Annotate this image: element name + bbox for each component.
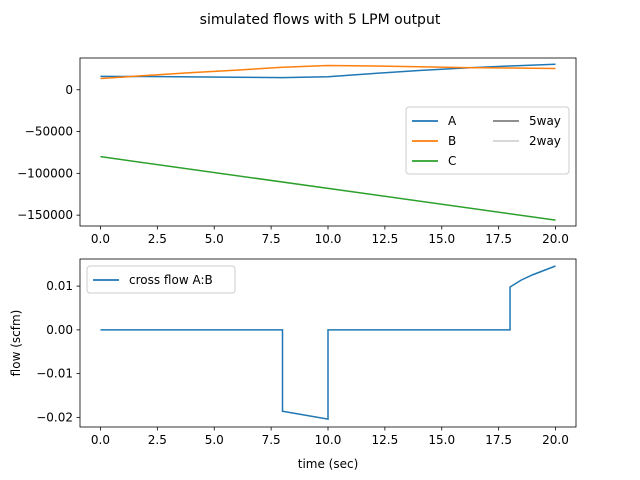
y-tick-label: −50000 [25,125,73,139]
x-tick-label: 10.0 [315,232,342,246]
x-axis-label: time (sec) [298,457,359,471]
x-tick-label: 15.0 [428,433,455,447]
y-tick-label: −150000 [17,208,73,222]
series-line-c [100,155,556,221]
y-tick-label: 0.00 [46,323,73,337]
y-tick-label: 0 [65,83,73,97]
x-tick-label: 20.0 [542,433,569,447]
x-tick-label: 10.0 [315,433,342,447]
x-tick-label: 15.0 [428,232,455,246]
x-tick-label: 20.0 [542,232,569,246]
y-tick-label: −0.02 [36,410,73,424]
legend-label: C [448,154,456,168]
legend-box [86,265,236,294]
bottom-plot: 0.0 2.5 5.0 7.5 10.0 12.5 15.0 17.5 20.0 0.01 0.00… [9,258,577,471]
x-tick-label: 17.5 [485,433,512,447]
y-tick-label: 0.01 [46,279,73,293]
x-tick-label: 7.5 [262,232,281,246]
x-tick-label: 12.5 [372,433,399,447]
x-tick-label: 2.5 [148,433,167,447]
x-tick-label: 5.0 [205,232,224,246]
series-line-a [100,63,556,79]
x-tick-label: 5.0 [205,433,224,447]
figure-title: simulated flows with 5 LPM output [200,12,441,28]
y-tick-label: −100000 [17,166,73,180]
x-tick-label: 17.5 [485,232,512,246]
top-plot: 0.0 2.5 5.0 7.5 10.0 12.5 15.0 17.5 20.0 0 −50000 −… [17,57,577,246]
series-line-cross-flow-a-b [100,265,556,421]
x-tick-label: 0.0 [91,433,110,447]
x-tick-label: 12.5 [372,232,399,246]
y-tick-label: −0.01 [36,367,73,381]
legend-label: B [448,134,456,148]
legend-label: cross flow A:B [129,273,213,287]
x-tick-label: 7.5 [262,433,281,447]
x-tick-label: 0.0 [91,232,110,246]
legend-label: A [448,114,457,128]
legend-label: 5way [529,114,561,128]
x-tick-label: 2.5 [148,232,167,246]
legend-label: 2way [529,134,561,148]
y-axis-label: flow (scfm) [9,310,23,377]
legend-box [405,106,570,175]
series-line-b [100,64,556,80]
